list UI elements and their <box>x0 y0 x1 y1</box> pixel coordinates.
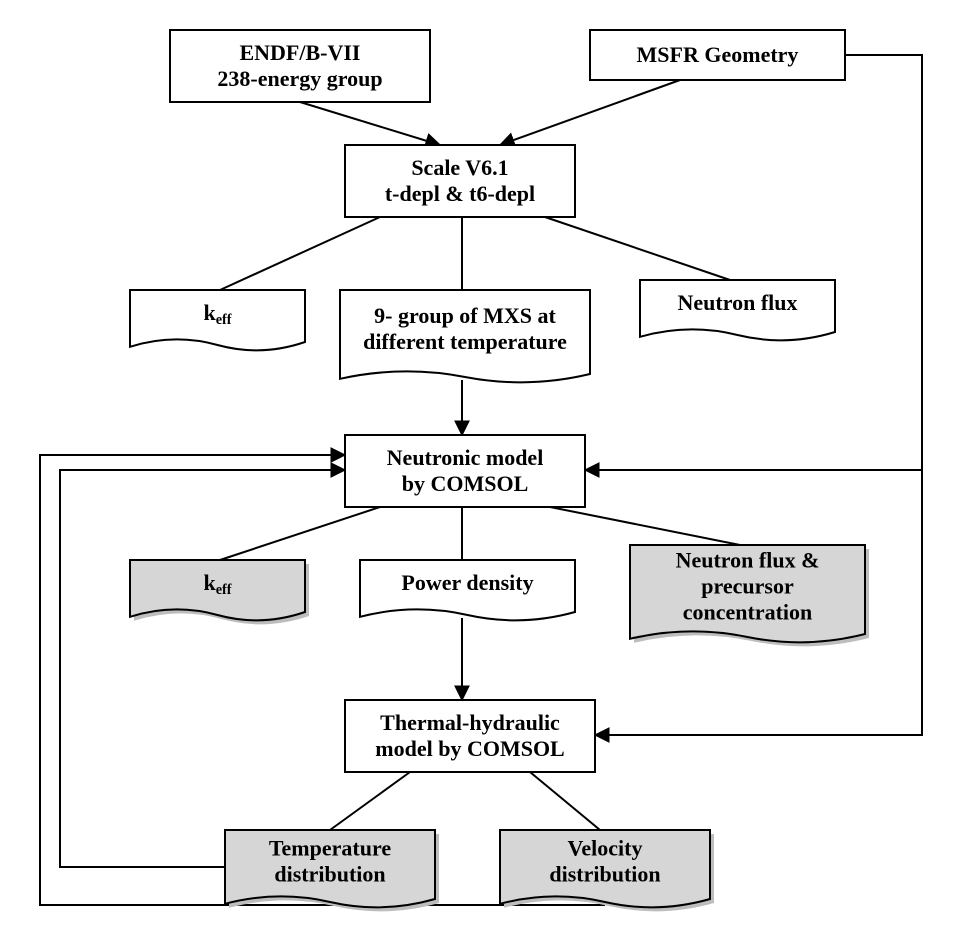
node-thermal: Thermal-hydraulicmodel by COMSOL <box>345 700 595 772</box>
node-neutronic-label-1: by COMSOL <box>402 471 529 496</box>
edge-neutronic-keff2 <box>220 507 380 560</box>
edge-endf-scale <box>300 102 440 145</box>
node-power: Power density <box>360 560 575 620</box>
edge-scale-nflux <box>545 217 730 280</box>
edge-thermal-temp <box>330 772 410 830</box>
node-mxs: 9- group of MXS atdifferent temperature <box>340 290 590 382</box>
node-thermal-label-0: Thermal-hydraulic <box>380 710 560 735</box>
node-scale: Scale V6.1t-depl & t6-depl <box>345 145 575 217</box>
node-scale-label-1: t-depl & t6-depl <box>385 181 535 206</box>
node-temp: Temperaturedistribution <box>225 830 439 911</box>
node-nfluxprec-label-1: precursor <box>701 574 794 599</box>
edge-neutronic-nfluxprec <box>550 507 740 545</box>
node-nfluxprec: Neutron flux &precursorconcentration <box>630 545 869 646</box>
node-msfr-label-0: MSFR Geometry <box>637 42 799 67</box>
edge-temp-neutronic <box>60 470 345 867</box>
node-nfluxprec-label-2: concentration <box>683 600 813 625</box>
node-thermal-label-1: model by COMSOL <box>375 736 564 761</box>
edge-thermal-velocity <box>530 772 600 830</box>
edge-msfr-scale <box>500 80 680 145</box>
node-nflux-label-0: Neutron flux <box>678 290 798 315</box>
edge-scale-keff1 <box>220 217 380 290</box>
node-mxs-label-0: 9- group of MXS at <box>374 303 556 328</box>
node-power-label-0: Power density <box>401 570 533 595</box>
node-endf-label-0: ENDF/B-VII <box>239 40 360 65</box>
node-endf: ENDF/B-VII238-energy group <box>170 30 430 102</box>
node-scale-label-0: Scale V6.1 <box>411 155 508 180</box>
node-mxs-label-1: different temperature <box>363 329 567 354</box>
node-endf-label-1: 238-energy group <box>217 66 382 91</box>
node-neutronic: Neutronic modelby COMSOL <box>345 435 585 507</box>
node-velocity: Velocitydistribution <box>500 830 714 911</box>
edge-msfr-neutronic <box>585 55 922 470</box>
node-temp-label-1: distribution <box>274 862 385 887</box>
node-nflux: Neutron flux <box>640 280 835 340</box>
node-keff1: keff <box>130 290 305 350</box>
node-nfluxprec-label-0: Neutron flux & <box>676 548 820 573</box>
node-temp-label-0: Temperature <box>269 836 391 861</box>
flowchart-canvas: ENDF/B-VII238-energy group MSFR Geometry S… <box>0 0 976 951</box>
node-keff2: keff <box>130 560 309 624</box>
node-neutronic-label-0: Neutronic model <box>387 445 544 470</box>
node-velocity-label-1: distribution <box>549 862 660 887</box>
node-msfr: MSFR Geometry <box>590 30 845 80</box>
node-velocity-label-0: Velocity <box>568 836 643 861</box>
